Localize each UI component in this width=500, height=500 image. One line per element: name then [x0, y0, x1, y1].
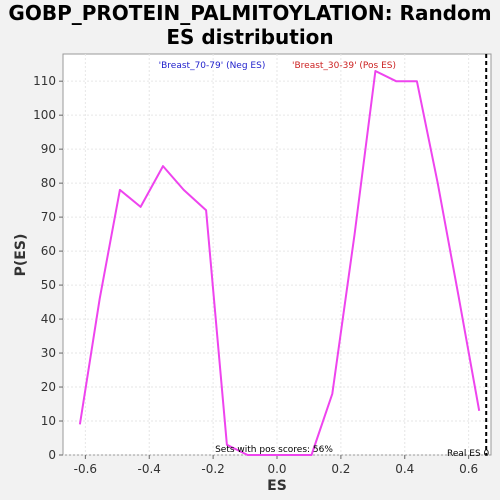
y-tick-label: 30: [41, 346, 56, 360]
legend-entry-pos-es: 'Breast_30-39' (Pos ES): [292, 61, 396, 71]
x-tick-label: 0.6: [459, 462, 478, 476]
y-tick-label: 50: [41, 278, 56, 292]
chart-title-line1: GOBP_PROTEIN_PALMITOYLATION: Random: [8, 1, 491, 25]
y-tick-label: 20: [41, 380, 56, 394]
axis-ticks: 0 10 20 30 40 50 60 70 80 90 100 110 -0.6 -0.4 -0.2 0.0…: [33, 74, 478, 476]
chart-title-line2: ES distribution: [166, 25, 333, 49]
y-tick-label: 40: [41, 312, 56, 326]
y-tick-label: 100: [33, 108, 56, 122]
es-distribution-line: [78, 70, 481, 456]
y-tick-label: 0: [48, 448, 56, 462]
grid-lines: [63, 54, 491, 456]
y-tick-label: 80: [41, 176, 56, 190]
pos-scores-annotation: Sets with pos scores: 56%: [215, 445, 333, 455]
x-tick-label: 0.0: [267, 462, 286, 476]
y-tick-label: 110: [33, 74, 56, 88]
x-tick-label: 0.2: [331, 462, 350, 476]
y-tick-label: 10: [41, 414, 56, 428]
x-tick-label: -0.4: [138, 462, 161, 476]
legend-entry-neg-es: 'Breast_70-79' (Neg ES): [159, 61, 266, 71]
x-tick-label: -0.6: [74, 462, 97, 476]
series-layer: [78, 70, 481, 456]
x-axis-label: ES: [267, 478, 287, 494]
y-tick-label: 90: [41, 142, 56, 156]
y-axis-label: P(ES): [13, 234, 29, 277]
y-tick-label: 60: [41, 244, 56, 258]
x-tick-label: 0.4: [395, 462, 414, 476]
real-es-annotation: Real ES 0: [447, 449, 490, 459]
x-tick-label: -0.2: [201, 462, 224, 476]
y-tick-label: 70: [41, 210, 56, 224]
